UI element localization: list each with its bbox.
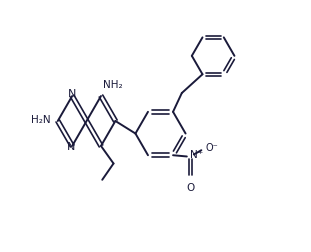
Text: N: N [68, 89, 77, 99]
Text: N: N [67, 142, 76, 152]
Text: NH₂: NH₂ [104, 80, 123, 90]
Text: H₂N: H₂N [30, 115, 50, 125]
Text: N⁺: N⁺ [190, 150, 204, 160]
Text: O⁻: O⁻ [205, 143, 218, 153]
Text: O: O [187, 183, 195, 193]
